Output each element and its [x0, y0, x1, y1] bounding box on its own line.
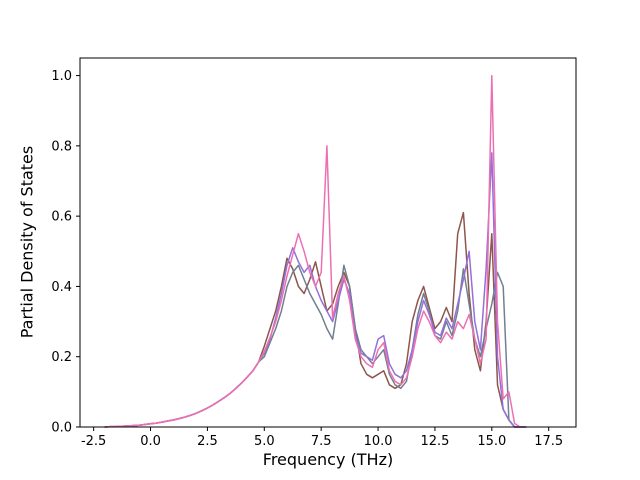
axes-frame [79, 57, 577, 428]
y-tick-label: 0.6 [51, 210, 72, 225]
x-tick-label: 12.5 [420, 434, 449, 449]
x-tick-label: 17.5 [534, 434, 563, 449]
y-tick-label: 0.0 [51, 421, 72, 436]
series-line-pink [104, 74, 527, 428]
x-tick-label: 5.0 [254, 434, 275, 449]
series-line-gray [104, 264, 527, 428]
x-tick-label: 0.0 [140, 434, 161, 449]
series-line-purple [104, 152, 527, 428]
x-tick-label: -2.5 [81, 434, 106, 449]
series-line-brown [104, 211, 527, 428]
x-tick-label: 10.0 [364, 434, 393, 449]
y-tick-label: 0.2 [51, 350, 72, 365]
x-tick-label: 15.0 [477, 434, 506, 449]
y-tick-label: 0.8 [51, 139, 72, 154]
y-tick-label: 0.4 [51, 280, 72, 295]
x-axis-label: Frequency (THz) [262, 450, 394, 469]
x-tick-label: 2.5 [197, 434, 218, 449]
y-axis-label: Partial Density of States [17, 145, 37, 339]
y-tick-label: 1.0 [51, 69, 72, 84]
x-tick-label: 7.5 [311, 434, 332, 449]
